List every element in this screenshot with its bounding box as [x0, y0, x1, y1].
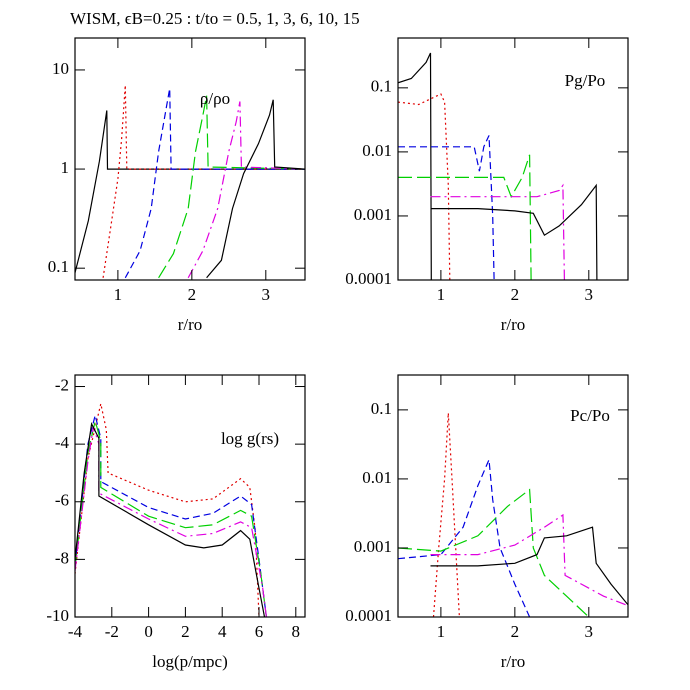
panel-label: Pc/Po [570, 406, 610, 425]
series-line [398, 52, 432, 280]
series-line [75, 420, 267, 617]
y-tick-label: 0.1 [371, 77, 392, 96]
y-tick-label: 0.0001 [345, 606, 392, 625]
y-tick-label: 0.1 [371, 399, 392, 418]
y-tick-label: 0.0001 [345, 269, 392, 288]
x-tick-label: 2 [511, 622, 520, 641]
panel-label: Pg/Po [565, 71, 606, 90]
x-axis-label: r/ro [501, 652, 526, 671]
y-tick-label: -8 [55, 548, 69, 567]
x-tick-label: 2 [181, 622, 190, 641]
x-tick-label: 0 [144, 622, 153, 641]
x-tick-label: 2 [511, 285, 520, 304]
series-line [75, 426, 267, 617]
series-line [398, 154, 532, 280]
x-tick-label: -4 [68, 622, 83, 641]
series-line [398, 93, 451, 280]
series-line [430, 513, 627, 606]
x-axis-label: r/ro [178, 315, 203, 334]
y-tick-label: -2 [55, 375, 69, 394]
x-tick-label: 1 [114, 285, 123, 304]
series-line [398, 135, 495, 280]
y-tick-label: 1 [61, 158, 70, 177]
plot-frame [397, 37, 629, 281]
y-tick-label: 0.001 [354, 537, 392, 556]
series-line [75, 422, 266, 617]
x-tick-label: 1 [437, 622, 446, 641]
y-tick-label: -4 [55, 433, 70, 452]
y-tick-label: 0.01 [362, 468, 392, 487]
series-line [102, 85, 305, 278]
x-tick-label: 2 [188, 285, 197, 304]
x-tick-label: 1 [437, 285, 446, 304]
series-line [430, 526, 628, 606]
y-tick-label: 0.1 [48, 257, 69, 276]
figure-title: WISM, ϵB=0.25 : t/to = 0.5, 1, 3, 6, 10,… [70, 9, 360, 28]
plot-frame [74, 37, 306, 281]
series-line [398, 488, 590, 617]
series-line [158, 95, 305, 279]
series-line [124, 88, 305, 279]
series-line [206, 99, 305, 279]
x-tick-label: 3 [585, 285, 594, 304]
series-line [75, 403, 260, 617]
x-axis-label: r/ro [501, 315, 526, 334]
y-tick-label: -10 [46, 606, 69, 625]
x-tick-label: 6 [255, 622, 264, 641]
y-tick-label: 0.01 [362, 141, 392, 160]
series-line [432, 412, 460, 617]
plot-frame [397, 374, 629, 618]
series-line [187, 101, 305, 279]
x-tick-label: 3 [585, 622, 594, 641]
series-line [75, 110, 305, 273]
panel-label: log g(rs) [221, 429, 279, 448]
series-line [430, 183, 598, 280]
x-tick-label: -2 [105, 622, 119, 641]
plot-frame [74, 374, 306, 618]
panel-label: ρ/ρo [200, 89, 230, 108]
series-line [398, 459, 531, 617]
x-axis-label: log(p/mpc) [152, 652, 228, 671]
x-tick-label: 8 [292, 622, 301, 641]
y-tick-label: 0.001 [354, 205, 392, 224]
y-tick-label: 10 [52, 59, 69, 78]
x-tick-label: 3 [262, 285, 271, 304]
y-tick-label: -6 [55, 491, 69, 510]
series-line [75, 415, 267, 617]
x-tick-label: 4 [218, 622, 227, 641]
series-line [430, 183, 565, 280]
